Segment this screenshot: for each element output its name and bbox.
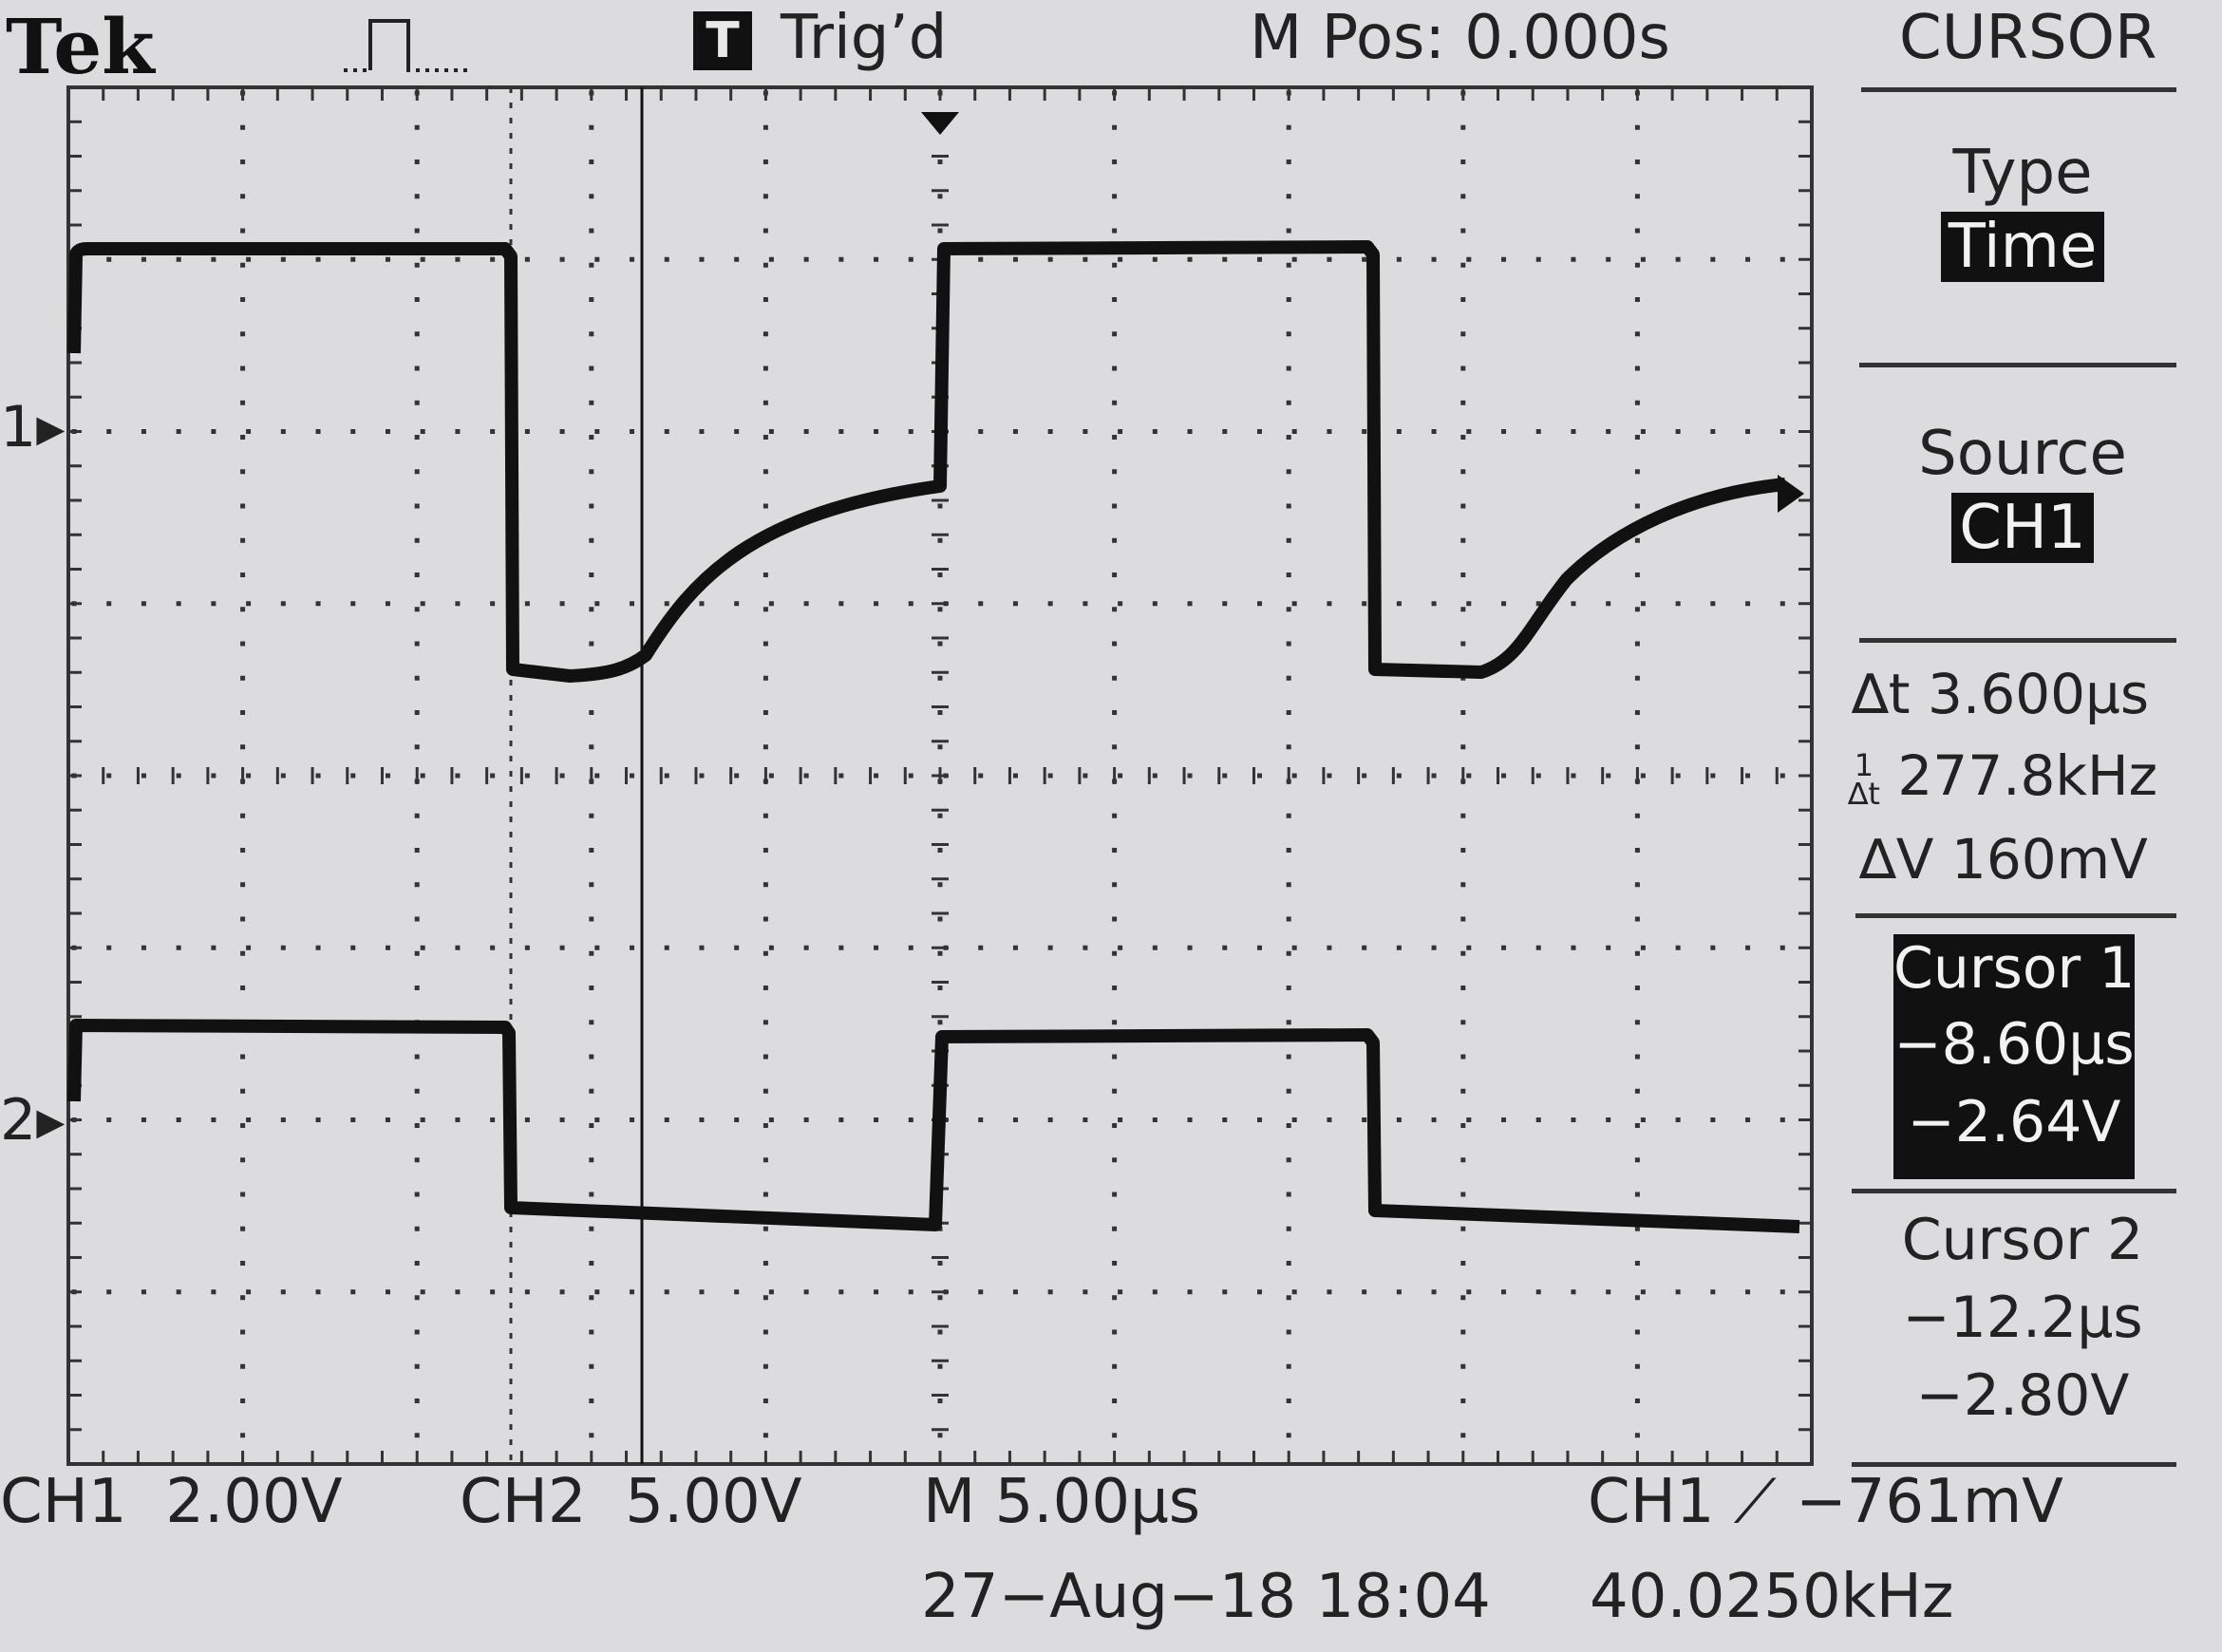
- source-value: CH1: [1951, 493, 2094, 563]
- rising-edge-icon: ⟋: [1733, 1467, 1777, 1537]
- timebase-readout: M 5.00µs: [923, 1467, 1201, 1537]
- ch2-label: CH2: [460, 1467, 587, 1537]
- main-position: M Pos: 0.000s: [1250, 3, 1670, 73]
- ch1-trace: [67, 240, 1786, 683]
- menu-separator: [1859, 638, 2176, 643]
- ch2-ground-marker: 2▸: [0, 1087, 66, 1154]
- menu-separator: [1859, 363, 2176, 367]
- menu-separator: [1855, 913, 2176, 918]
- cursor-2-button[interactable]: Cursor 2 −12.2µs −2.80V: [1861, 1211, 2184, 1458]
- cursor-1-button[interactable]: Cursor 1 −8.60µs −2.64V: [1893, 934, 2135, 1179]
- ch2-trace: [67, 1019, 1800, 1233]
- menu-title: CURSOR: [1899, 3, 2157, 73]
- ch1-ground-marker: 1▸: [0, 394, 66, 460]
- menu-separator: [1852, 1189, 2176, 1193]
- ch1-scale-readout: CH1 2.00V: [0, 1472, 343, 1532]
- frequency-readout: 40.0250kHz: [1590, 1562, 1954, 1632]
- delta-t-icon: ∆t: [1852, 662, 1911, 726]
- menu-separator: [1861, 87, 2176, 92]
- delta-v-icon: ∆V: [1859, 827, 1934, 892]
- inv-delta-t-readout: 1 ∆t 277.8kHz: [1848, 743, 2158, 812]
- ch1-scale: 2.00V: [165, 1467, 343, 1537]
- trigger-position-marker: [921, 112, 959, 135]
- trigger-source: CH1: [1588, 1467, 1715, 1537]
- brand-logo: Tek: [6, 2, 155, 91]
- cursor-1-time: −8.60µs: [1893, 1011, 2135, 1078]
- delta-v-readout: ∆V 160mV: [1859, 827, 2148, 892]
- trigger-badge: T: [693, 11, 752, 70]
- cursor-2-volt: −2.80V: [1915, 1362, 2130, 1429]
- trigger-status: Trig’d: [781, 3, 948, 73]
- delta-t-readout: ∆t 3.600µs: [1852, 662, 2150, 726]
- ch2-scale: 5.00V: [625, 1467, 802, 1537]
- cursor-2-label: Cursor 2: [1901, 1207, 2144, 1273]
- source-menu-button[interactable]: Source CH1: [1861, 419, 2184, 563]
- inverse-delta-t-icon: 1 ∆t: [1848, 746, 1880, 812]
- date-time: 27−Aug−18 18:04: [921, 1562, 1491, 1632]
- cursor-1-volt: −2.64V: [1907, 1089, 2121, 1155]
- trigger-level: −761mV: [1796, 1467, 2063, 1537]
- ch1-label: CH1: [0, 1467, 127, 1537]
- cursor-1-label: Cursor 1: [1893, 935, 2136, 1002]
- source-label: Source: [1918, 419, 2127, 489]
- type-label: Type: [1952, 138, 2093, 208]
- trigger-readout: CH1 ⟋ −761mV: [1588, 1472, 2063, 1532]
- cursor-2-time: −12.2µs: [1902, 1285, 2143, 1351]
- type-value: Time: [1940, 212, 2105, 282]
- ch2-scale-readout: CH2 5.00V: [460, 1472, 802, 1532]
- acquisition-icon: [344, 19, 471, 72]
- graticule-grid: [66, 85, 1812, 1466]
- type-menu-button[interactable]: Type Time: [1861, 138, 2184, 282]
- menu-separator: [1852, 1462, 2176, 1467]
